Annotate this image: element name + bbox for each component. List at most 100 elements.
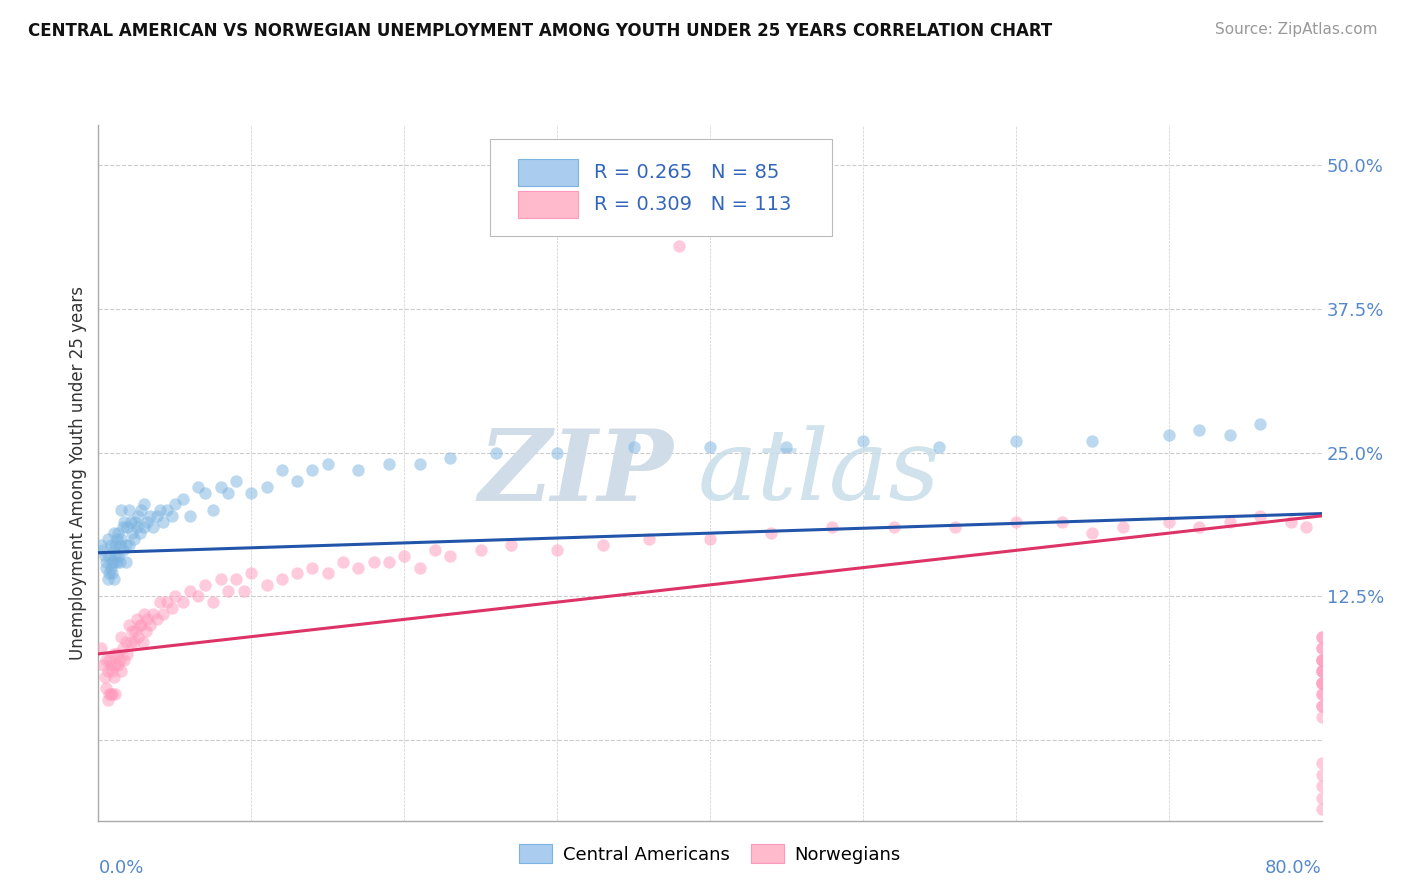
Point <box>128 618 150 632</box>
Text: 0.0%: 0.0% <box>98 859 143 877</box>
Point <box>110 503 132 517</box>
Point <box>104 549 127 563</box>
Point <box>163 497 186 511</box>
Point <box>316 457 339 471</box>
Point <box>93 549 115 563</box>
Text: atlas: atlas <box>697 425 941 520</box>
Point <box>943 520 966 534</box>
Point <box>160 600 183 615</box>
Point <box>301 463 323 477</box>
Point <box>172 595 194 609</box>
Point <box>98 687 121 701</box>
Point <box>108 538 131 552</box>
Point <box>107 526 129 541</box>
Point <box>111 520 134 534</box>
Point <box>1310 641 1333 656</box>
Point <box>103 647 125 661</box>
Point <box>1310 710 1333 724</box>
Point <box>142 607 165 621</box>
Point <box>285 566 308 581</box>
Point <box>117 647 139 661</box>
Point <box>163 590 186 604</box>
Point <box>120 515 142 529</box>
Point <box>240 566 263 581</box>
Text: ZIP: ZIP <box>478 425 673 521</box>
Point <box>1279 515 1302 529</box>
Point <box>139 618 162 632</box>
Point <box>378 457 401 471</box>
Point <box>546 543 568 558</box>
Point <box>256 480 278 494</box>
Point <box>1310 675 1333 690</box>
Point <box>1295 520 1317 534</box>
Point <box>1310 630 1333 644</box>
Point <box>121 526 143 541</box>
Point <box>1310 630 1333 644</box>
Point <box>136 612 159 626</box>
Point <box>1310 687 1333 701</box>
Point <box>699 532 721 546</box>
Point <box>129 503 152 517</box>
Point <box>1004 515 1026 529</box>
Point <box>91 543 114 558</box>
Point <box>135 624 157 638</box>
Point <box>97 532 120 546</box>
Point <box>225 572 247 586</box>
Point <box>1188 423 1211 437</box>
Point <box>1249 508 1271 523</box>
Point <box>134 607 156 621</box>
Point <box>111 641 134 656</box>
Text: R = 0.309   N = 113: R = 0.309 N = 113 <box>593 195 792 214</box>
Point <box>112 515 135 529</box>
Point <box>128 526 150 541</box>
Point <box>546 445 568 459</box>
Text: 80.0%: 80.0% <box>1265 859 1322 877</box>
Point <box>160 508 183 523</box>
Point <box>1310 802 1333 816</box>
Point <box>179 508 201 523</box>
Point <box>124 515 146 529</box>
Point <box>145 612 167 626</box>
Point <box>1112 520 1135 534</box>
Point <box>104 687 127 701</box>
Point <box>118 538 141 552</box>
Point <box>1310 664 1333 678</box>
Point <box>125 612 148 626</box>
Point <box>107 658 129 673</box>
Point <box>90 641 112 656</box>
Point <box>98 549 121 563</box>
Y-axis label: Unemployment Among Youth under 25 years: Unemployment Among Youth under 25 years <box>69 285 87 660</box>
FancyBboxPatch shape <box>517 159 578 186</box>
Point <box>97 664 120 678</box>
Point <box>1081 434 1104 449</box>
Point <box>408 457 430 471</box>
Point <box>90 538 112 552</box>
Point <box>316 566 339 581</box>
Point <box>1050 515 1073 529</box>
Text: CENTRAL AMERICAN VS NORWEGIAN UNEMPLOYMENT AMONG YOUTH UNDER 25 YEARS CORRELATIO: CENTRAL AMERICAN VS NORWEGIAN UNEMPLOYME… <box>28 22 1052 40</box>
Point <box>134 520 156 534</box>
Point <box>821 520 844 534</box>
Point <box>91 658 114 673</box>
Point <box>637 532 661 546</box>
Point <box>347 560 370 574</box>
Point <box>125 520 148 534</box>
Point <box>187 590 209 604</box>
Point <box>1310 698 1333 713</box>
Point <box>112 653 135 667</box>
Point <box>775 440 797 454</box>
Point <box>94 560 117 574</box>
Point <box>101 687 124 701</box>
Point <box>1310 641 1333 656</box>
Point <box>1188 520 1211 534</box>
Point <box>270 572 292 586</box>
Point <box>194 578 217 592</box>
Point <box>1310 779 1333 793</box>
Point <box>101 555 124 569</box>
Point <box>1081 526 1104 541</box>
Point <box>1219 428 1241 442</box>
Point <box>202 503 225 517</box>
Point <box>136 515 159 529</box>
Point <box>668 238 690 252</box>
Point <box>156 503 179 517</box>
